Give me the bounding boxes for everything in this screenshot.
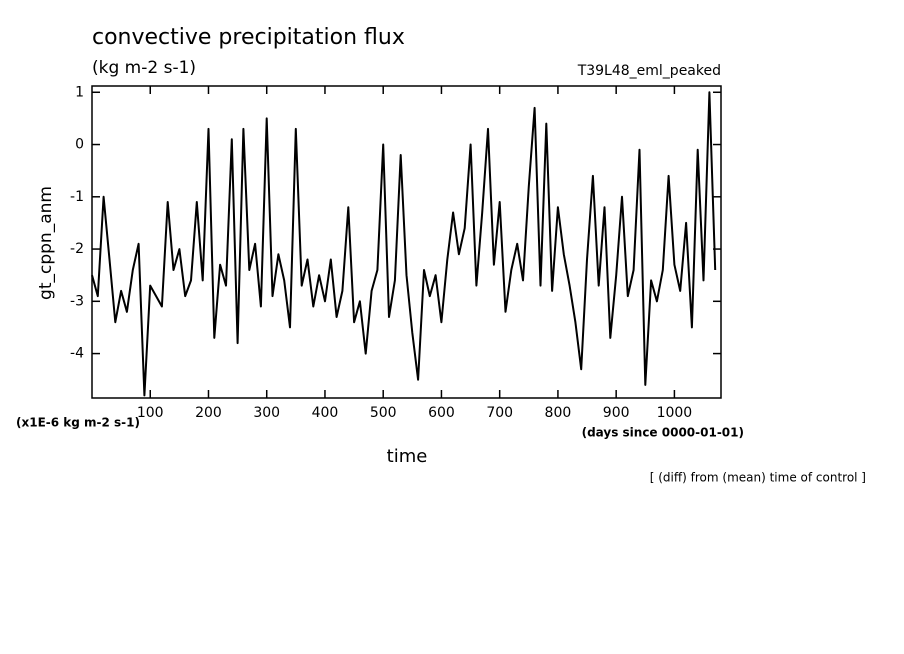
x-tick-label: 500 xyxy=(370,405,397,421)
y-tick-label: -3 xyxy=(70,293,84,309)
x-tick-label: 900 xyxy=(603,405,630,421)
x-tick-label: 400 xyxy=(312,405,339,421)
x-axis-label: time xyxy=(387,446,428,467)
x-tick-label: 800 xyxy=(545,405,572,421)
data-line xyxy=(91,91,717,397)
y-axis-label: gt_cppn_anm xyxy=(36,186,56,300)
subtitle: (kg m-2 s-1) xyxy=(92,58,196,78)
y-tick-label: -4 xyxy=(70,346,84,362)
y-tick-label: 0 xyxy=(75,137,84,153)
y-unit: (x1E-6 kg m-2 s-1) xyxy=(16,416,140,430)
x-tick-label: 200 xyxy=(195,405,222,421)
x-tick-label: 100 xyxy=(137,405,164,421)
x-tick-label: 1000 xyxy=(657,405,693,421)
y-tick-label: -2 xyxy=(70,241,84,257)
x-tick-label: 300 xyxy=(253,405,280,421)
y-tick-label: -1 xyxy=(70,189,84,205)
annotation: T39L48_eml_peaked xyxy=(577,63,721,79)
chart-title: convective precipitation flux xyxy=(92,25,405,50)
x-unit: (days since 0000-01-01) xyxy=(582,426,744,440)
plot-frame xyxy=(91,85,722,399)
y-tick-label: 1 xyxy=(75,84,84,100)
note: [ (diff) from (mean) time of control ] xyxy=(650,471,866,485)
x-tick-label: 600 xyxy=(428,405,455,421)
x-tick-label: 700 xyxy=(486,405,513,421)
